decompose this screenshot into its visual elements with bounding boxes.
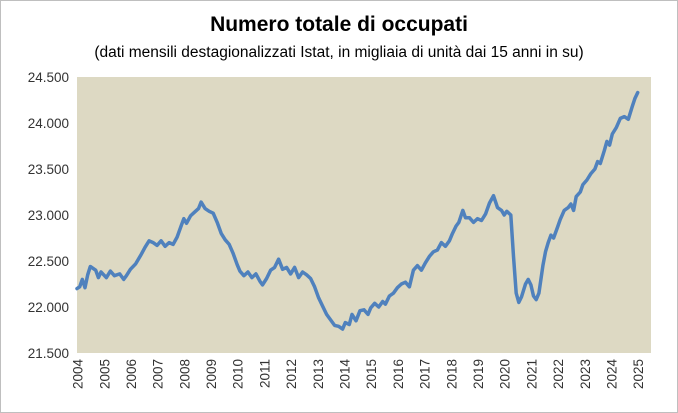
x-tick-label: 2010 [231,359,246,389]
x-tick-label: 2021 [524,359,539,389]
x-tick-label: 2012 [284,359,299,389]
chart-subtitle: (dati mensili destagionalizzati Istat, i… [94,44,583,61]
x-tick-label: 2005 [97,359,112,389]
x-tick-label: 2019 [471,359,486,389]
x-tick-label: 2004 [71,359,86,390]
x-tick-label: 2020 [498,359,513,389]
y-tick-label: 24.500 [28,70,69,85]
x-tick-label: 2008 [177,359,192,389]
x-tick-label: 2014 [338,359,353,390]
x-axis: 2004 2005 2006 2007 2008 2009 2010 2011 2012 2013… [71,359,647,390]
x-tick-label: 2024 [605,359,620,390]
y-tick-label: 22.000 [28,300,69,315]
x-tick-label: 2009 [204,359,219,389]
chart-title: Numero totale di occupati [210,13,468,36]
x-tick-label: 2022 [551,359,566,389]
series-layer [75,90,640,331]
x-tick-label: 2017 [418,359,433,389]
y-tick-label: 23.000 [28,208,69,223]
y-tick-label: 22.500 [28,254,69,269]
y-tick-label: 24.000 [28,116,69,131]
x-tick-label: 2013 [311,359,326,389]
x-tick-label: 2018 [444,359,459,389]
y-axis: 21.500 22.000 22.500 23.000 23.500 24.000 24.5… [28,70,69,361]
x-tick-label: 2015 [364,359,379,389]
x-tick-label: 2007 [151,359,166,389]
x-tick-label: 2006 [124,359,139,389]
y-tick-label: 21.500 [28,346,69,361]
x-tick-label: 2016 [391,359,406,389]
y-tick-label: 23.500 [28,162,69,177]
x-tick-label: 2025 [631,359,646,389]
series-line-occupati [75,90,640,331]
x-tick-label: 2023 [578,359,593,389]
x-tick-label: 2011 [257,359,272,388]
plot-area [77,77,651,353]
